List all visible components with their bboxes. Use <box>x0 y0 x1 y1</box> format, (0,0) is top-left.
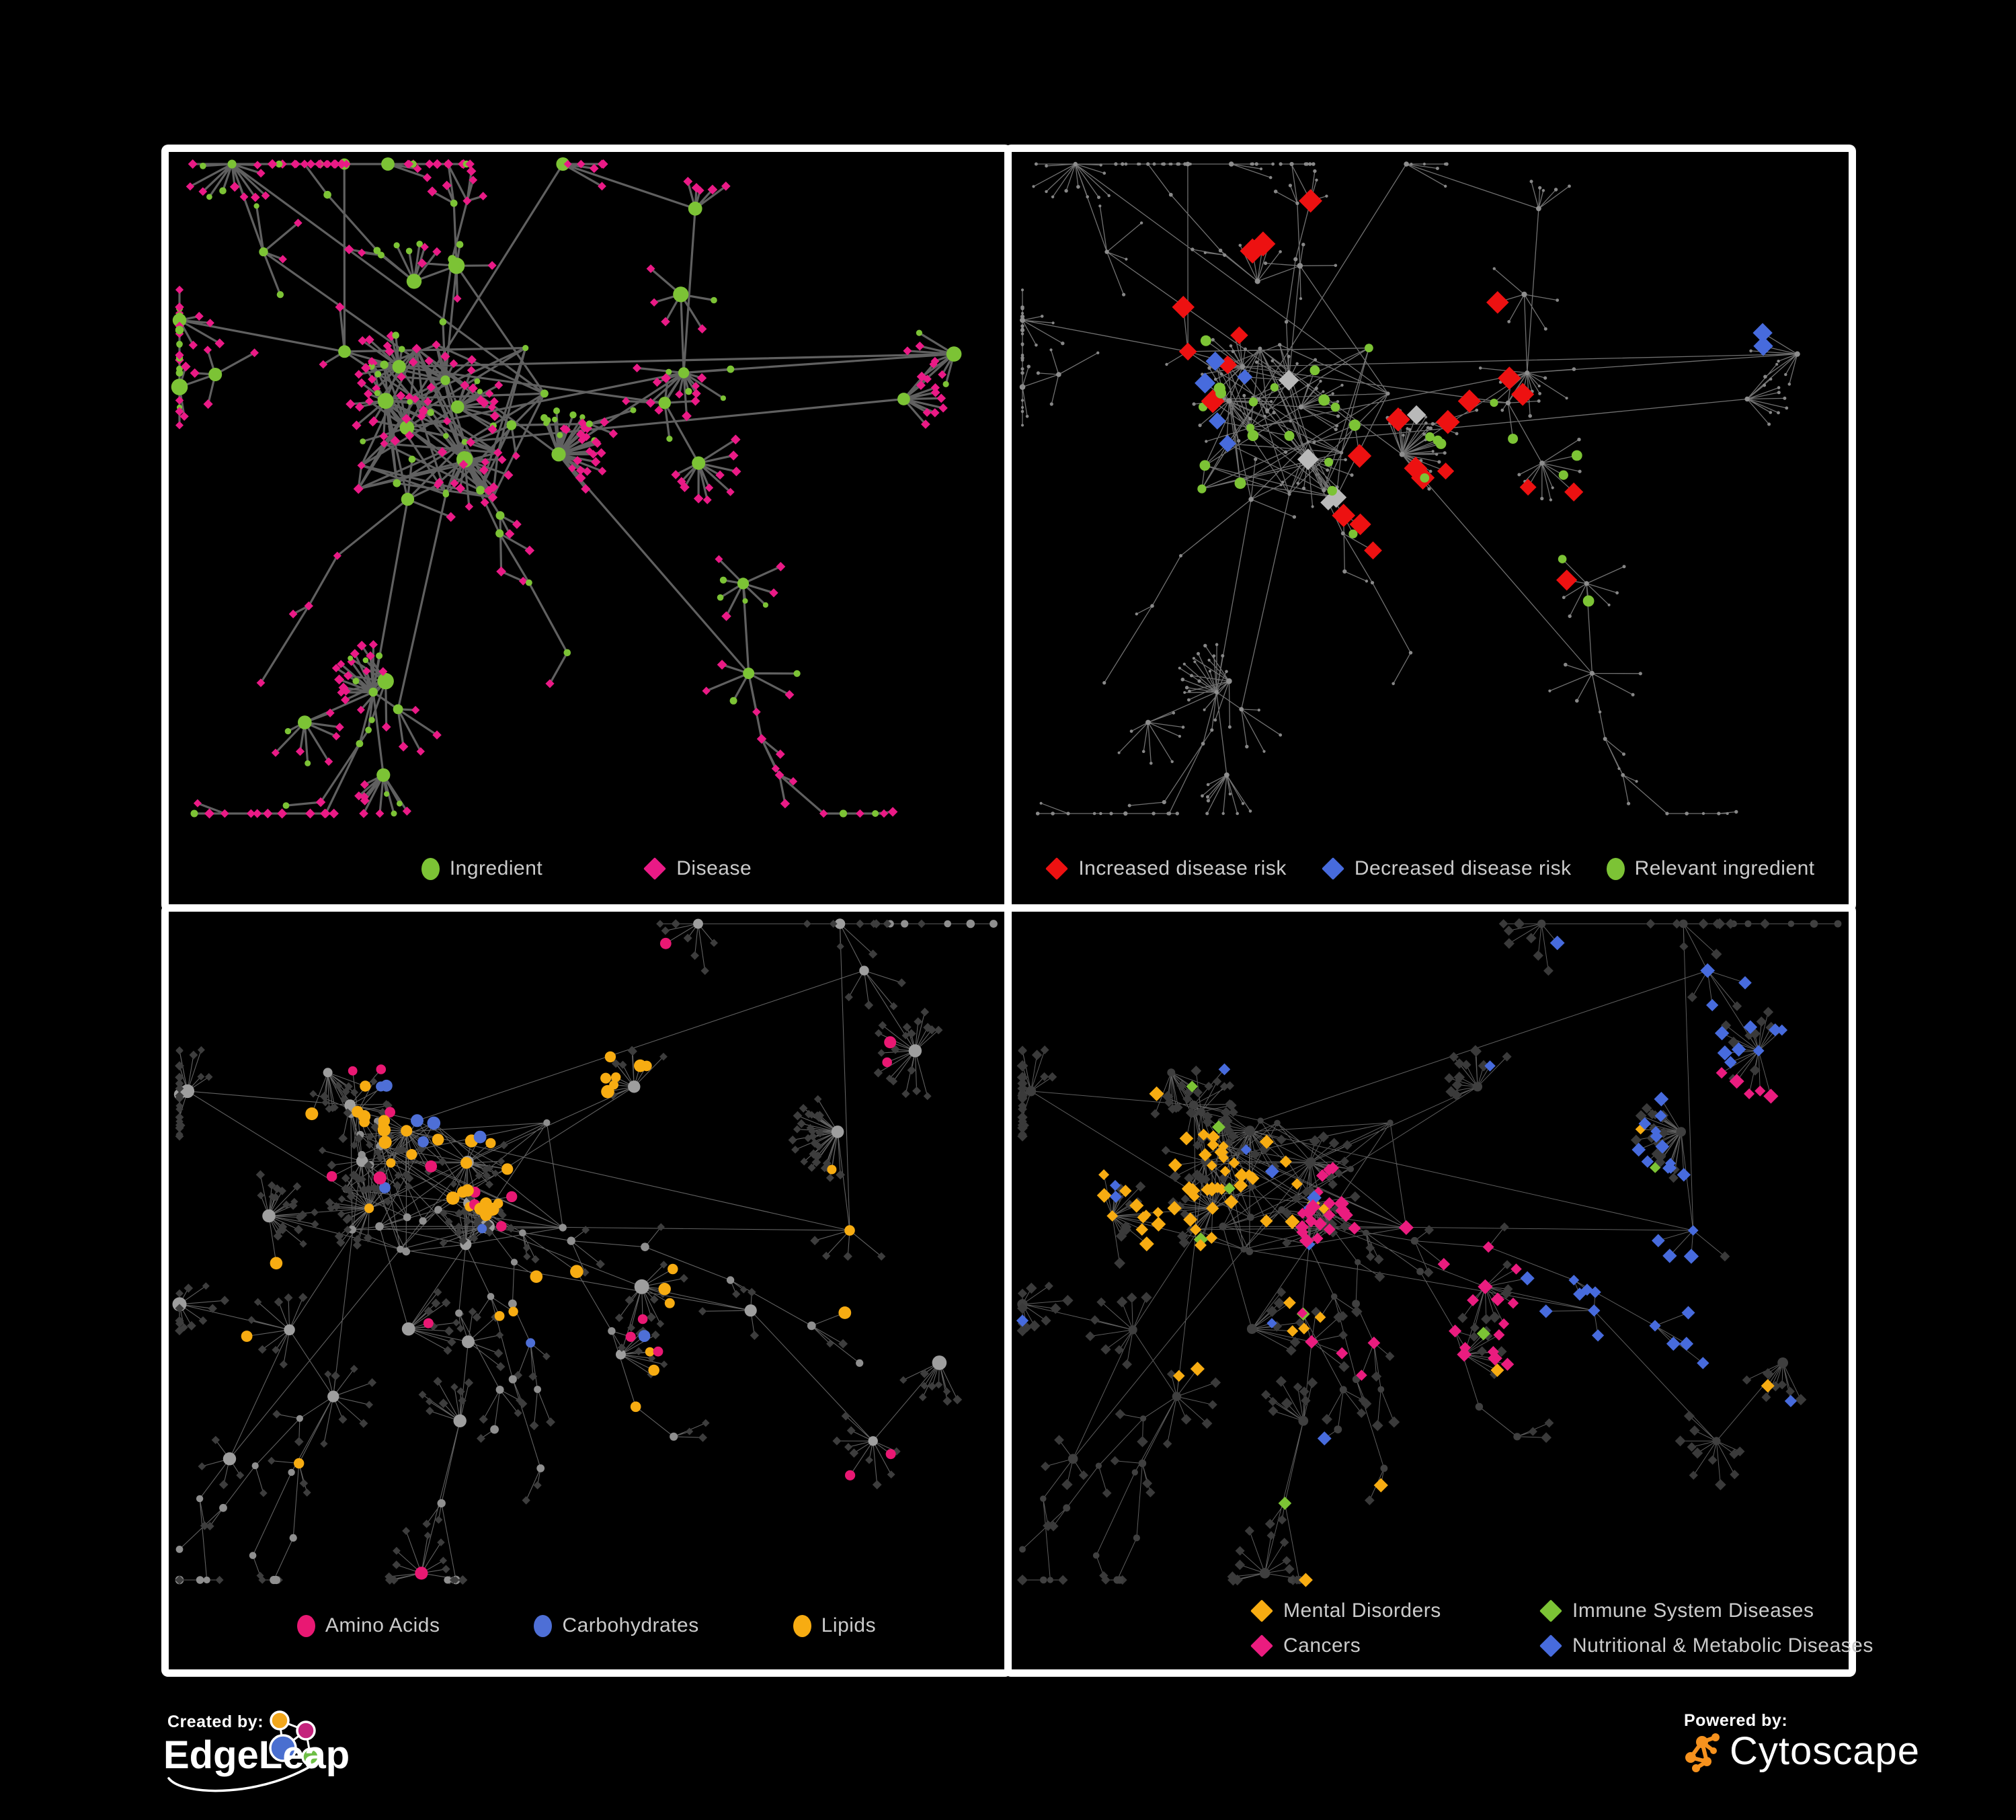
cytoscape-wordmark: Cytoscape <box>1730 1729 1921 1773</box>
panel-disease-classes: Mental Disorders Immune System Diseases Ca… <box>1004 904 1873 1677</box>
circle-swatch-icon <box>296 1614 315 1637</box>
powered-by-label: Powered by: <box>1684 1711 1788 1730</box>
diamond-swatch-icon <box>1250 1634 1273 1657</box>
network-highlight-nodes <box>1016 935 1798 1587</box>
legend-item-cancers: Cancers <box>1250 1634 1539 1657</box>
diamond-swatch-icon <box>1045 857 1069 880</box>
legend-label: Ingredient <box>449 857 543 879</box>
diamond-swatch-icon <box>1321 857 1344 880</box>
network-graph-ingredient-disease <box>171 157 962 819</box>
circle-swatch-icon <box>1606 857 1625 880</box>
legend-label: Increased disease risk <box>1078 857 1287 879</box>
legend-item-disease: Disease <box>643 857 752 880</box>
network-highlight-nodes <box>241 937 897 1580</box>
legend-label: Mental Disorders <box>1283 1599 1441 1622</box>
legend-label: Decreased disease risk <box>1354 857 1572 879</box>
diamond-swatch-icon <box>1250 1599 1273 1622</box>
circle-swatch-icon <box>421 857 440 880</box>
created-by-branding: Created by: EdgeLeap <box>163 1710 378 1800</box>
legend-item-nutritional-metabolic-diseases: Nutritional & Metabolic Diseases <box>1539 1634 1873 1657</box>
legend-item-decreased-disease-risk: Decreased disease risk <box>1321 857 1572 880</box>
diamond-swatch-icon <box>1539 1599 1562 1622</box>
legend-label: Carbohydrates <box>562 1614 699 1636</box>
panel-disease-risk: Increased disease risk Decreased disease … <box>1004 145 1856 912</box>
legend-ingredient-disease: Ingredient Disease <box>169 857 1004 880</box>
legend-label: Disease <box>676 857 752 879</box>
network-nodes <box>172 918 998 1585</box>
powered-by-branding: Powered by: Cytoscape <box>1684 1711 1919 1785</box>
legend-item-relevant-ingredient: Relevant ingredient <box>1606 857 1815 880</box>
network-edges <box>178 163 955 815</box>
circle-swatch-icon <box>534 1614 553 1637</box>
network-graph-disease-risk <box>1019 161 1800 816</box>
legend-ingredient-classes: Amino Acids Carbohydrates Lipids <box>169 1614 1004 1637</box>
legend-item-lipids: Lipids <box>793 1614 876 1637</box>
network-edges <box>1022 163 1798 814</box>
network-nodes <box>171 157 962 819</box>
legend-label: Amino Acids <box>325 1614 440 1636</box>
panel-ingredient-classes: Amino Acids Carbohydrates Lipids <box>161 904 1012 1677</box>
panel-ingredient-disease: Ingredient Disease <box>161 145 1012 912</box>
network-highlight-nodes <box>1172 189 1773 607</box>
network-nodes <box>1019 161 1800 816</box>
network-graph-ingredient-classes <box>172 918 998 1585</box>
circle-swatch-icon <box>793 1614 811 1637</box>
legend-label: Lipids <box>821 1614 877 1636</box>
legend-item-carbohydrates: Carbohydrates <box>534 1614 698 1637</box>
legend-label: Immune System Diseases <box>1572 1599 1814 1622</box>
legend-item-immune-system-diseases: Immune System Diseases <box>1539 1599 1873 1622</box>
legend-label: Relevant ingredient <box>1634 857 1815 879</box>
legend-item-mental-disorders: Mental Disorders <box>1250 1599 1539 1622</box>
network-nodes <box>1016 918 1842 1586</box>
legend-disease-risk: Increased disease risk Decreased disease … <box>1012 857 1849 880</box>
cytoscape-logo-icon <box>1685 1733 1720 1772</box>
edgeleap-wordmark: EdgeLeap <box>163 1733 350 1777</box>
legend-item-amino-acids: Amino Acids <box>296 1614 440 1637</box>
diamond-swatch-icon <box>1539 1634 1562 1657</box>
network-graph-disease-classes <box>1016 918 1842 1587</box>
legend-label: Cancers <box>1283 1634 1361 1657</box>
created-by-label: Created by: <box>167 1712 264 1731</box>
legend-disease-classes: Mental Disorders Immune System Diseases Ca… <box>1012 1599 1873 1657</box>
legend-label: Nutritional & Metabolic Diseases <box>1572 1634 1873 1657</box>
legend-item-ingredient: Ingredient <box>421 857 542 880</box>
legend-item-increased-disease-risk: Increased disease risk <box>1045 857 1286 880</box>
diamond-swatch-icon <box>643 857 667 880</box>
